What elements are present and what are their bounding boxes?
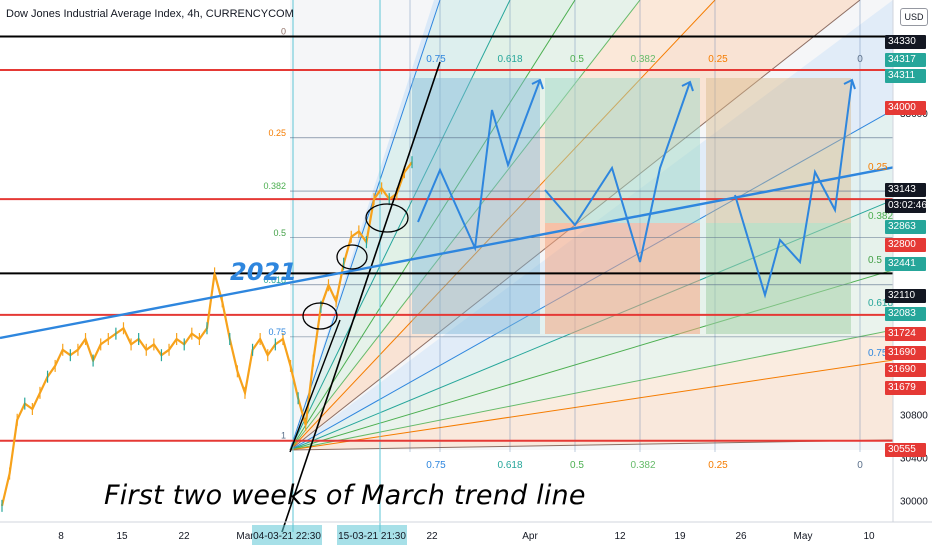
price-tag: 31690: [885, 363, 926, 377]
highlight-ellipse: [365, 203, 409, 233]
highlight-ellipse: [336, 244, 368, 270]
fan-label-bottom: 0: [857, 460, 863, 471]
highlight-ellipse: [302, 302, 338, 330]
fan-label-top: 0.382: [630, 54, 655, 65]
trend-line-caption: First two weeks of March trend line: [104, 480, 586, 511]
x-tick-label: 26: [735, 531, 747, 542]
price-tag: 34317: [885, 53, 926, 67]
fib-label-right: 0.382: [868, 211, 893, 222]
fib-label-left: 0.25: [268, 128, 286, 138]
price-tag: 32083: [885, 307, 926, 321]
zone-red: [545, 223, 700, 334]
price-tag: 34330: [885, 35, 926, 49]
y-tick-label: 30400: [900, 453, 928, 464]
fib-label-left: 0.75: [268, 327, 286, 337]
price-tag: 34000: [885, 101, 926, 115]
x-tick-label: 19: [674, 531, 686, 542]
zone-green-2: [706, 223, 851, 334]
fib-label-left: 0: [281, 26, 286, 36]
x-tick-label: 22: [426, 531, 438, 542]
projection-path: [734, 79, 853, 299]
projection-arrow: [531, 78, 544, 90]
fib-label-left: 0.618: [263, 275, 286, 285]
fan-line: [289, 0, 441, 451]
currency-button[interactable]: USD: [900, 8, 928, 26]
y-tick-label: 30000: [900, 496, 928, 507]
fan-line: [289, 329, 894, 451]
price-tag: 31679: [885, 381, 926, 395]
x-tick-label: 15-03-21 21:30: [338, 531, 406, 542]
fan-line: [289, 0, 576, 451]
x-tick-label: 22: [178, 531, 190, 542]
price-tag: 03:02:46: [885, 199, 927, 213]
year-label: 2021: [230, 258, 297, 286]
price-tag: 32110: [885, 289, 926, 303]
x-tick-label: 15: [116, 531, 128, 542]
x-tick-label: May: [794, 531, 813, 542]
trend-line-2021: [0, 158, 932, 340]
projection-path: [417, 79, 541, 252]
x-tick-label: Apr: [522, 531, 538, 542]
fan-line: [289, 359, 894, 451]
price-tag: 31724: [885, 327, 926, 341]
chart-title: Dow Jones Industrial Average Index, 4h, …: [6, 8, 294, 20]
price-tag: 32441: [885, 257, 926, 271]
zone-tan: [706, 78, 851, 223]
x-tick-label: Mar: [236, 531, 254, 542]
fib-label-left: 0.5: [273, 228, 286, 238]
time-marker-bg: [252, 525, 322, 545]
fib-label-left: 1: [281, 431, 286, 441]
price-tag: 30555: [885, 443, 926, 457]
fan-line: [289, 0, 716, 451]
projection-arrow: [681, 80, 694, 92]
price-tag: 32800: [885, 238, 926, 252]
march-trend-line: [281, 61, 441, 533]
time-marker-bg: [337, 525, 407, 545]
x-tick-label: 04-03-21 22:30: [253, 531, 321, 542]
y-tick-label: 30800: [900, 410, 928, 421]
fan-label-top: 0: [857, 54, 863, 65]
x-tick-label: 10: [863, 531, 875, 542]
fan-label-top: 0.618: [497, 54, 522, 65]
fan-line: [289, 0, 511, 451]
march-trend-line-2: [289, 319, 341, 453]
zone-blue: [412, 78, 540, 334]
x-tick-label: 8: [58, 531, 64, 542]
fan-label-bottom: 0.382: [630, 460, 655, 471]
price-tag: 34311: [885, 69, 926, 83]
fan-label-top: 0.25: [708, 54, 728, 65]
projection-path: [544, 81, 691, 263]
fan-label-bottom: 0.75: [426, 460, 446, 471]
fan-label-top: 0.5: [570, 54, 584, 65]
fan-label-top: 0.75: [426, 54, 446, 65]
fan-label-bottom: 0.5: [570, 460, 584, 471]
fib-label-right: 0.618: [868, 298, 893, 309]
fib-label-right: 0.5: [868, 255, 882, 266]
fib-label-right: 0.75: [868, 348, 888, 359]
price-tag: 31690: [885, 346, 926, 360]
projection-arrow: [843, 78, 856, 90]
fan-label-bottom: 0.618: [497, 460, 522, 471]
fib-label-right: 0.25: [868, 162, 888, 173]
fib-label-left: 0.382: [263, 181, 286, 191]
fan-label-bottom: 0.25: [708, 460, 728, 471]
x-tick-label: 12: [614, 531, 626, 542]
price-tag: 33143: [885, 183, 926, 197]
price-tag: 32863: [885, 220, 926, 234]
price-axis-bg: [893, 0, 932, 550]
